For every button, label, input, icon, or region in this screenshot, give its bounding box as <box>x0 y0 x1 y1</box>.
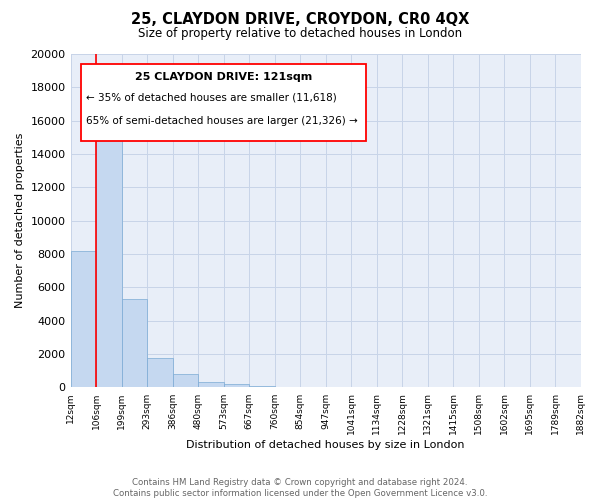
Text: 65% of semi-detached houses are larger (21,326) →: 65% of semi-detached houses are larger (… <box>86 116 358 126</box>
FancyBboxPatch shape <box>81 64 367 140</box>
Text: 25 CLAYDON DRIVE: 121sqm: 25 CLAYDON DRIVE: 121sqm <box>135 72 312 83</box>
Bar <box>122 299 147 388</box>
Bar <box>96 109 122 388</box>
Bar <box>224 384 249 388</box>
Text: 25, CLAYDON DRIVE, CROYDON, CR0 4QX: 25, CLAYDON DRIVE, CROYDON, CR0 4QX <box>131 12 469 28</box>
Bar <box>249 386 275 388</box>
Bar <box>173 374 198 388</box>
Text: Size of property relative to detached houses in London: Size of property relative to detached ho… <box>138 28 462 40</box>
Text: Contains HM Land Registry data © Crown copyright and database right 2024.
Contai: Contains HM Land Registry data © Crown c… <box>113 478 487 498</box>
Bar <box>71 250 96 388</box>
Y-axis label: Number of detached properties: Number of detached properties <box>15 133 25 308</box>
X-axis label: Distribution of detached houses by size in London: Distribution of detached houses by size … <box>186 440 465 450</box>
Text: ← 35% of detached houses are smaller (11,618): ← 35% of detached houses are smaller (11… <box>86 92 337 102</box>
Bar <box>198 382 224 388</box>
Bar <box>147 358 173 388</box>
